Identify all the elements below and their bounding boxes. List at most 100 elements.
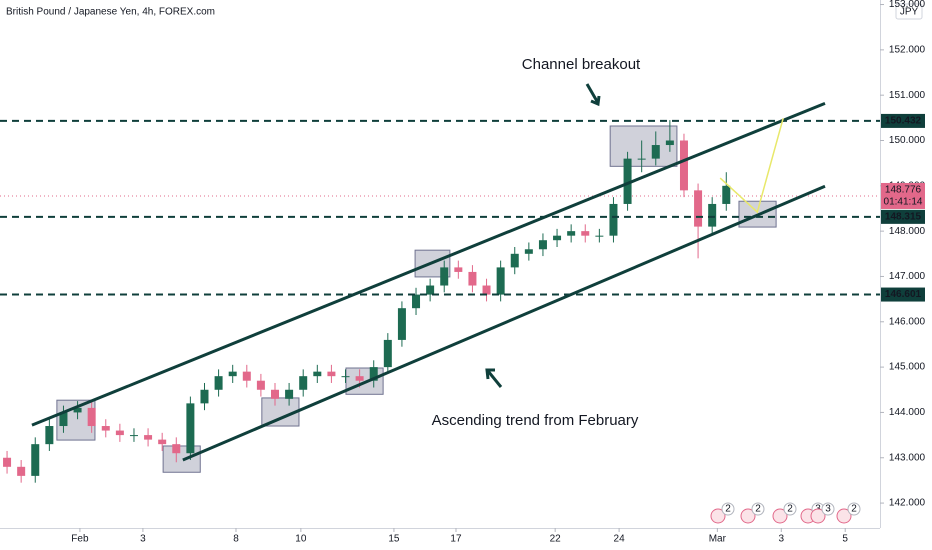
event-icon <box>710 508 726 524</box>
candle-body <box>172 444 181 454</box>
event-icon <box>772 508 788 524</box>
y-tick-label: 142.000 <box>889 498 926 509</box>
candle-body <box>722 185 731 204</box>
y-tick-label: 147.000 <box>889 271 926 282</box>
y-tick-label: 144.000 <box>889 407 926 418</box>
candle-body <box>242 371 251 381</box>
channel-line <box>31 101 826 427</box>
candle-body <box>3 457 12 467</box>
candle-body <box>383 339 392 368</box>
event-count: 2 <box>755 504 761 515</box>
channel-line <box>182 184 826 462</box>
currency-label: JPY <box>900 7 919 18</box>
candle-body <box>581 231 590 236</box>
annotation: Channel breakout <box>522 56 641 73</box>
countdown-label: 01:41:14 <box>884 197 923 208</box>
x-tick-label: 22 <box>550 534 562 545</box>
currency-box <box>895 3 923 20</box>
level-tag <box>881 209 925 224</box>
level-tag <box>881 113 925 128</box>
candle-body <box>355 376 364 381</box>
candle-body <box>623 158 632 204</box>
candle-body <box>454 267 463 272</box>
candle-body <box>87 407 96 427</box>
candle-body <box>186 403 195 454</box>
candle-body <box>708 203 717 227</box>
candle-body <box>553 235 562 241</box>
candle-body <box>299 376 308 390</box>
x-tick-label: 5 <box>842 534 848 545</box>
candle-body <box>651 145 660 159</box>
arrow <box>485 368 503 388</box>
candle-body <box>567 231 576 236</box>
level-label: 150.432 <box>885 116 922 127</box>
y-tick-label: 146.000 <box>889 316 926 327</box>
y-tick-label: 148.000 <box>889 226 926 237</box>
candle-body <box>482 285 491 295</box>
candle-body <box>228 371 237 377</box>
candle-body <box>679 140 688 191</box>
candle-body <box>468 271 477 286</box>
candle-body <box>59 412 68 427</box>
candle-body <box>496 267 505 295</box>
candle-body <box>271 389 279 399</box>
candle-body <box>129 435 138 437</box>
candle-body <box>158 439 167 445</box>
x-tick-label: 8 <box>233 534 239 545</box>
candle-body <box>637 158 646 160</box>
level-label: 148.315 <box>885 212 922 223</box>
candle-body <box>327 371 336 377</box>
candle-body <box>369 367 378 381</box>
event-count: 3 <box>825 504 831 515</box>
highlight-box <box>162 445 201 473</box>
arrow <box>585 83 601 107</box>
annotation: Ascending trend from February <box>432 412 639 429</box>
event-count: 2 <box>851 504 857 515</box>
event-icon <box>740 508 756 524</box>
event-badge <box>847 502 861 516</box>
candle-body <box>200 389 209 404</box>
x-tick-label: Feb <box>71 534 89 545</box>
candle-body <box>313 371 322 377</box>
candle-body <box>609 203 618 236</box>
x-tick-label: 10 <box>295 534 307 545</box>
event-badge <box>783 502 797 516</box>
event-badge <box>751 502 765 516</box>
candle-body <box>440 267 449 286</box>
candle-body <box>31 444 40 476</box>
x-tick-label: Mar <box>709 534 727 545</box>
event-badge <box>821 502 835 516</box>
level-tag <box>881 287 925 302</box>
y-tick-label: 145.000 <box>889 362 926 373</box>
candle-body <box>510 253 519 268</box>
x-tick-label: 15 <box>388 534 400 545</box>
x-tick-label: 17 <box>450 534 462 545</box>
price-tag <box>881 182 925 209</box>
y-tick-label: 150.000 <box>889 135 926 146</box>
y-tick-label: 151.000 <box>889 90 926 101</box>
candle-body <box>73 407 82 413</box>
candle-body <box>101 426 110 431</box>
event-icon <box>810 508 826 524</box>
candle-body <box>214 376 223 390</box>
level-label: 146.601 <box>885 289 922 300</box>
chart-title: British Pound / Japanese Yen, 4h, FOREX.… <box>6 7 215 18</box>
candle-body <box>144 435 153 440</box>
candle-body <box>341 376 350 378</box>
candle-body <box>17 466 26 476</box>
x-tick-label: 24 <box>614 534 626 545</box>
plot-area <box>0 101 880 483</box>
event-icon <box>836 508 852 524</box>
highlight-box <box>609 125 678 167</box>
candle-body <box>256 380 265 390</box>
candle-body <box>45 426 54 445</box>
y-tick-label: 152.000 <box>889 44 926 55</box>
candle-body <box>694 190 703 227</box>
y-tick-label: 143.000 <box>889 452 926 463</box>
event-count: 2 <box>725 504 731 515</box>
event-count: 2 <box>787 504 793 515</box>
candle-body <box>285 389 294 399</box>
candle-body <box>595 235 604 237</box>
